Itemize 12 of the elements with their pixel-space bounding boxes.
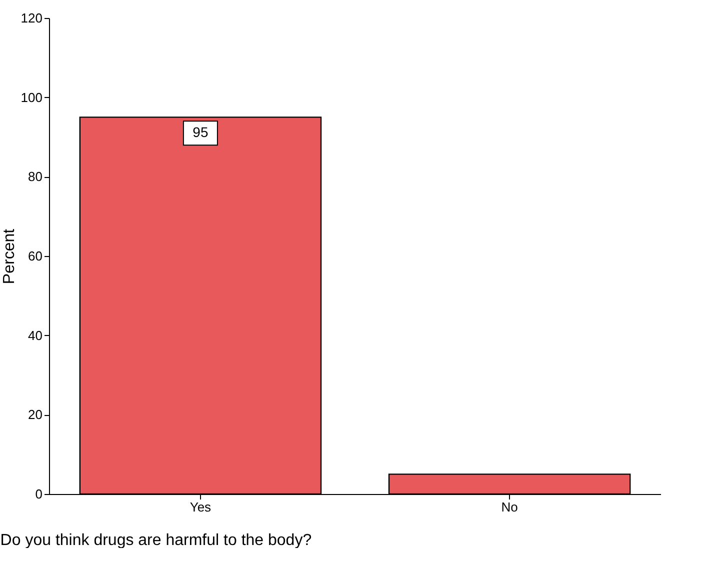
x-axis-title: Do you think drugs are harmful to the body? — [0, 532, 312, 549]
x-tick-label: Yes — [190, 500, 212, 514]
y-tick-label: 20 — [28, 407, 42, 422]
y-tick-label: 80 — [28, 169, 42, 184]
y-axis-title: Percent — [0, 228, 18, 284]
y-tick-label: 60 — [28, 248, 42, 264]
y-tick-label: 100 — [20, 90, 42, 105]
y-tick-label: 0 — [35, 486, 42, 502]
data-label: 95 — [192, 124, 208, 140]
x-tick-label: No — [501, 500, 518, 514]
y-tick-label: 120 — [20, 10, 42, 26]
y-tick-label: 40 — [28, 328, 42, 343]
